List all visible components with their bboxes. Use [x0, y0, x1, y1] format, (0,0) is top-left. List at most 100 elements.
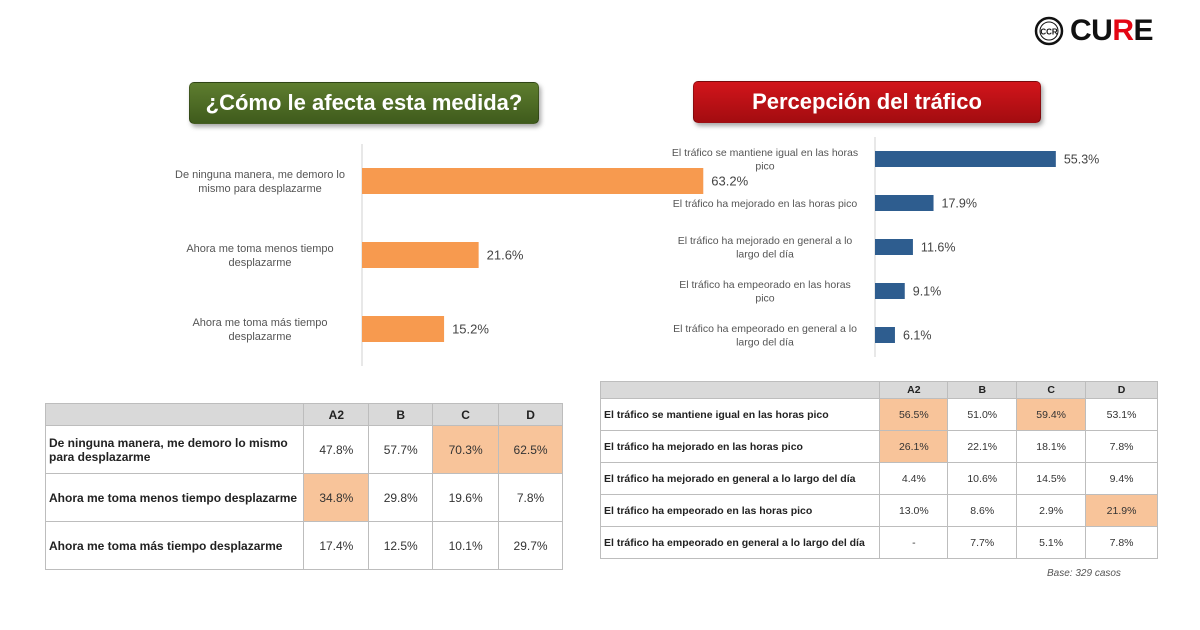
table-cell-highlighted: 56.5%	[879, 398, 949, 431]
chart-bar	[875, 151, 1056, 167]
bar-value-label: 11.6%	[921, 241, 956, 255]
ccr-badge-icon: CCR	[1034, 16, 1064, 46]
table-corner	[44, 403, 305, 426]
chart-bar	[362, 316, 445, 342]
chart-bar	[875, 283, 905, 299]
bar-value-label: 15.2%	[452, 322, 489, 337]
category-label: Ahora me toma menos tiempo	[186, 243, 333, 255]
right-section-title: Percepción del tráfico	[693, 81, 1041, 123]
brand-logo: CCR CURE	[1034, 14, 1189, 48]
table-cell: 19.6%	[432, 473, 500, 522]
category-label: pico	[755, 161, 774, 173]
column-header: C	[432, 403, 500, 426]
table-cell-highlighted: 62.5%	[498, 425, 563, 474]
column-header: B	[368, 403, 434, 426]
row-label: El tráfico ha empeorado en las horas pic…	[599, 494, 881, 527]
right-bar-chart: 55.3% El tráfico se mantiene igual en las…	[672, 137, 1099, 357]
column-header: A2	[879, 381, 949, 399]
left-segment-table: A2 B C D De ninguna manera, me demoro lo…	[44, 403, 563, 570]
category-label: mismo para desplazarme	[198, 183, 322, 195]
row-label: Ahora me toma más tiempo desplazarme	[44, 521, 305, 570]
table-row: El tráfico ha mejorado en las horas pico…	[599, 430, 1158, 463]
base-note: Base: 329 casos	[1047, 568, 1121, 579]
table-cell: 13.0%	[879, 494, 949, 527]
column-header: C	[1016, 381, 1087, 399]
category-label: largo del día	[736, 337, 794, 349]
table-row: El tráfico ha empeorado en general a lo …	[599, 526, 1158, 559]
chart-bar	[875, 195, 934, 211]
table-cell: 22.1%	[947, 430, 1018, 463]
row-label: Ahora me toma menos tiempo desplazarme	[44, 473, 305, 522]
category-label: El tráfico ha mejorado en las horas pico	[673, 198, 858, 210]
category-label: El tráfico ha mejorado en general a lo	[678, 235, 853, 247]
table-cell: 47.8%	[303, 425, 370, 474]
bar-value-label: 9.1%	[913, 285, 942, 299]
table-cell: 10.1%	[432, 521, 500, 570]
category-label: desplazarme	[229, 331, 292, 343]
bar-value-label: 63.2%	[711, 174, 748, 189]
table-cell: 7.7%	[947, 526, 1018, 559]
table-cell: 2.9%	[1016, 494, 1087, 527]
chart-bar	[362, 168, 704, 194]
category-label: desplazarme	[229, 257, 292, 269]
table-cell-highlighted: 26.1%	[879, 430, 949, 463]
table-cell: 18.1%	[1016, 430, 1087, 463]
table-cell: 17.4%	[303, 521, 370, 570]
table-row: Ahora me toma más tiempo desplazarme 17.…	[44, 521, 563, 570]
column-header: A2	[303, 403, 370, 426]
row-label: El tráfico ha mejorado en general a lo l…	[599, 462, 881, 495]
column-header: B	[947, 381, 1018, 399]
row-label: De ninguna manera, me demoro lo mismo pa…	[44, 425, 305, 474]
category-label: El tráfico ha empeorado en las horas	[679, 279, 851, 291]
table-cell: -	[879, 526, 949, 559]
bar-value-label: 21.6%	[487, 248, 524, 263]
table-cell: 8.6%	[947, 494, 1018, 527]
category-label: El tráfico ha empeorado en general a lo	[673, 323, 857, 335]
table-cell-highlighted: 34.8%	[303, 473, 370, 522]
table-row: El tráfico ha mejorado en general a lo l…	[599, 462, 1158, 495]
column-header: D	[1085, 381, 1158, 399]
right-segment-table: A2 B C D El tráfico se mantiene igual en…	[599, 381, 1158, 559]
chart-bar	[875, 327, 895, 343]
chart-bar	[875, 239, 913, 255]
table-cell: 9.4%	[1085, 462, 1158, 495]
table-cell: 51.0%	[947, 398, 1018, 431]
bar-value-label: 55.3%	[1064, 153, 1099, 167]
left-section-title: ¿Cómo le afecta esta medida?	[189, 82, 539, 124]
table-cell: 53.1%	[1085, 398, 1158, 431]
table-cell: 7.8%	[498, 473, 563, 522]
table-cell-highlighted: 70.3%	[432, 425, 500, 474]
left-bar-chart: 63.2% De ninguna manera, me demoro lo mism…	[175, 144, 749, 366]
row-label: El tráfico se mantiene igual en las hora…	[599, 398, 881, 431]
table-cell: 7.8%	[1085, 430, 1158, 463]
table-row: De ninguna manera, me demoro lo mismo pa…	[44, 425, 563, 474]
category-label: Ahora me toma más tiempo	[192, 317, 327, 329]
column-header: D	[498, 403, 563, 426]
table-cell: 29.8%	[368, 473, 434, 522]
table-row: Ahora me toma menos tiempo desplazarme 3…	[44, 473, 563, 522]
bar-value-label: 17.9%	[942, 197, 977, 211]
category-label: largo del día	[736, 249, 794, 261]
logo-wordmark: CURE	[1070, 14, 1154, 47]
table-cell: 7.8%	[1085, 526, 1158, 559]
table-cell: 14.5%	[1016, 462, 1087, 495]
row-label: El tráfico ha empeorado en general a lo …	[599, 526, 881, 559]
category-label: El tráfico se mantiene igual en las hora…	[672, 147, 858, 159]
table-cell: 12.5%	[368, 521, 434, 570]
table-cell-highlighted: 59.4%	[1016, 398, 1087, 431]
svg-text:CCR: CCR	[1040, 28, 1058, 37]
table-row: El tráfico se mantiene igual en las hora…	[599, 398, 1158, 431]
table-row: El tráfico ha empeorado en las horas pic…	[599, 494, 1158, 527]
table-cell: 5.1%	[1016, 526, 1087, 559]
table-cell: 10.6%	[947, 462, 1018, 495]
table-corner	[599, 381, 881, 399]
bar-value-label: 6.1%	[903, 329, 932, 343]
category-label: De ninguna manera, me demoro lo	[175, 169, 345, 181]
row-label: El tráfico ha mejorado en las horas pico	[599, 430, 881, 463]
chart-bar	[362, 242, 479, 268]
table-cell: 29.7%	[498, 521, 563, 570]
category-label: pico	[755, 293, 774, 305]
table-cell: 57.7%	[368, 425, 434, 474]
table-cell-highlighted: 21.9%	[1085, 494, 1158, 527]
table-cell: 4.4%	[879, 462, 949, 495]
